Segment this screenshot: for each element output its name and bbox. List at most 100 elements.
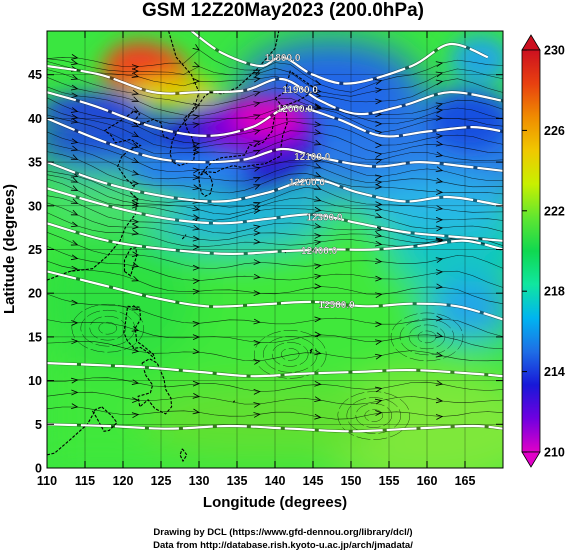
wind-arrow xyxy=(70,172,79,178)
coastline xyxy=(47,408,97,456)
wind-arrow xyxy=(374,158,383,164)
wind-arrow xyxy=(253,273,261,280)
wind-arrow xyxy=(435,177,444,184)
coastline xyxy=(179,448,188,463)
y-tick-label: 25 xyxy=(28,243,42,257)
wind-arrow xyxy=(374,205,383,212)
wind-arrow xyxy=(314,87,322,94)
wind-arrow xyxy=(314,206,322,213)
wind-arrow xyxy=(314,196,322,202)
wind-arrow xyxy=(253,402,261,408)
colorbar-tick-label: 230 xyxy=(544,44,565,58)
height-contour xyxy=(47,117,503,172)
wind-arrow xyxy=(131,218,140,225)
wind-arrow xyxy=(253,318,261,325)
coastline xyxy=(232,400,236,403)
wind-arrow xyxy=(374,226,383,232)
wind-arrow xyxy=(71,299,79,306)
wind-arrow xyxy=(131,142,140,148)
wind-arrow xyxy=(71,92,79,99)
coastline xyxy=(309,348,313,355)
contour-label: 11800.0 xyxy=(265,53,301,64)
height-contour xyxy=(47,64,503,116)
wind-arrow xyxy=(70,66,79,72)
wind-arrow xyxy=(131,229,140,236)
wind-arrow xyxy=(314,129,322,135)
wind-arrow xyxy=(435,380,444,386)
wind-arrow xyxy=(71,389,79,396)
wind-arrow xyxy=(314,380,322,387)
wind-arrow xyxy=(435,283,444,290)
wind-arrow xyxy=(314,172,322,178)
wind-arrow xyxy=(435,102,444,109)
wind-arrow xyxy=(435,107,444,114)
wind-arrow xyxy=(131,275,140,282)
wind-arrow xyxy=(132,397,140,403)
wind-arrow xyxy=(131,106,140,113)
y-tick-label: 35 xyxy=(28,156,42,170)
wind-arrow xyxy=(253,140,261,146)
wind-arrow xyxy=(131,223,140,230)
wind-arrow xyxy=(435,71,444,78)
x-tick-label: 115 xyxy=(75,474,95,488)
y-tick-label: 45 xyxy=(28,68,42,82)
wind-arrow xyxy=(436,217,444,223)
wind-arrow xyxy=(253,339,261,346)
wind-arrow xyxy=(253,412,261,418)
wind-arrow xyxy=(435,189,444,196)
wind-arrow xyxy=(70,54,79,60)
wind-arrow xyxy=(70,185,79,191)
streamline-swirl xyxy=(355,403,393,428)
wind-arrow xyxy=(314,263,322,270)
colorbar-bar xyxy=(521,49,541,453)
height-contour xyxy=(47,161,503,207)
wind-arrow xyxy=(131,170,140,176)
colorbar-bottom-triangle xyxy=(521,451,541,468)
coastline xyxy=(47,110,169,281)
contour-label: 12300.0 xyxy=(306,213,343,224)
wind-arrow xyxy=(374,386,383,393)
wind-arrow xyxy=(435,79,444,86)
colorbar-tick-label: 226 xyxy=(544,124,565,138)
streamline-swirl xyxy=(89,315,127,341)
wind-arrow xyxy=(314,184,322,190)
wind-arrow xyxy=(70,138,79,145)
coastline xyxy=(316,333,320,338)
wind-arrow xyxy=(131,68,140,74)
coastline xyxy=(123,247,138,277)
wind-arrow xyxy=(375,258,383,264)
wind-arrow xyxy=(70,254,79,261)
wind-arrow xyxy=(435,257,444,263)
contour-label: 12100.0 xyxy=(294,152,331,163)
height-contour xyxy=(47,362,503,378)
colorbar-tick-label: 222 xyxy=(544,204,565,218)
height-contours: 11800.0 11900.0 12000.0 12100.0 12200.0 12300… xyxy=(47,31,503,433)
wind-arrow xyxy=(435,151,444,158)
wind-arrow xyxy=(71,377,79,384)
wind-arrow xyxy=(374,212,383,219)
coastline xyxy=(91,406,118,432)
x-tick-label: 130 xyxy=(189,474,210,488)
x-tick-label: 120 xyxy=(113,474,134,488)
height-contour xyxy=(190,31,489,85)
y-tick-label: 10 xyxy=(28,374,42,388)
colorbar-tick-label: 214 xyxy=(544,365,565,379)
wind-arrow xyxy=(314,223,322,229)
wind-arrow xyxy=(314,316,322,323)
wind-arrow xyxy=(374,174,383,181)
wind-arrow xyxy=(253,90,261,97)
colorbar-tick-label: 210 xyxy=(544,446,565,460)
wind-arrow xyxy=(435,332,444,338)
map-axes: 110 115 120 125 130 135 140 145 150 155 160 165 0 5 10… xyxy=(28,31,503,488)
wind-arrow xyxy=(253,208,261,214)
wind-arrow xyxy=(131,96,140,102)
map-area: 11800.0 11900.0 12000.0 12100.0 12200.0 12300… xyxy=(47,31,503,468)
wind-arrow xyxy=(131,379,140,385)
wind-arrow xyxy=(435,166,444,172)
streamline-swirl xyxy=(253,330,327,379)
credit-data: Data from http://database.rish.kyoto-u.a… xyxy=(153,540,413,551)
wind-arrow xyxy=(253,166,261,172)
y-tick-label: 0 xyxy=(35,462,42,476)
x-tick-label: 110 xyxy=(37,474,57,488)
